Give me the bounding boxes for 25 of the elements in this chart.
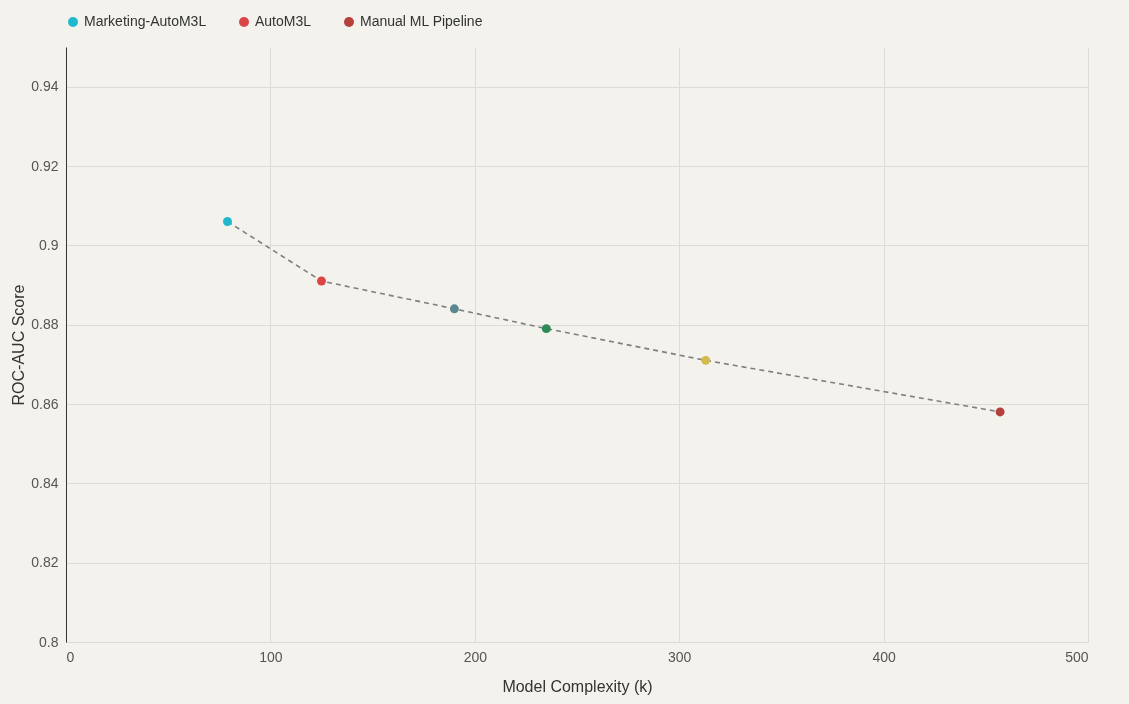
point [995, 407, 1005, 417]
y-tick-label: 0.82 [31, 554, 59, 571]
legend-label: Marketing-AutoM3L [84, 13, 207, 29]
x-tick-label: 100 [259, 648, 283, 665]
point [701, 355, 711, 365]
legend-label: Manual ML Pipeline [360, 13, 483, 29]
x-tick-label: 500 [1065, 648, 1089, 665]
y-tick-label: 0.94 [31, 78, 59, 95]
y-axis-title: ROC-AUC Score [10, 284, 28, 406]
legend-label: AutoM3L [255, 13, 312, 29]
y-tick-label: 0.9 [39, 236, 59, 253]
y-tick-label: 0.92 [31, 157, 59, 174]
x-tick-label: 0 [66, 648, 75, 665]
y-tick-label: 0.86 [31, 395, 59, 412]
y-tick-label: 0.8 [39, 633, 59, 650]
x-tick-label: 300 [668, 648, 692, 665]
x-tick-label: 400 [872, 648, 896, 665]
point [317, 276, 326, 286]
point [541, 324, 551, 334]
y-tick-label: 0.88 [31, 316, 59, 333]
x-axis-title: Model Complexity (k) [502, 677, 653, 695]
x-tick-label: 200 [463, 648, 488, 665]
point [449, 304, 459, 314]
point [223, 217, 232, 226]
y-tick-label: 0.84 [31, 474, 59, 491]
